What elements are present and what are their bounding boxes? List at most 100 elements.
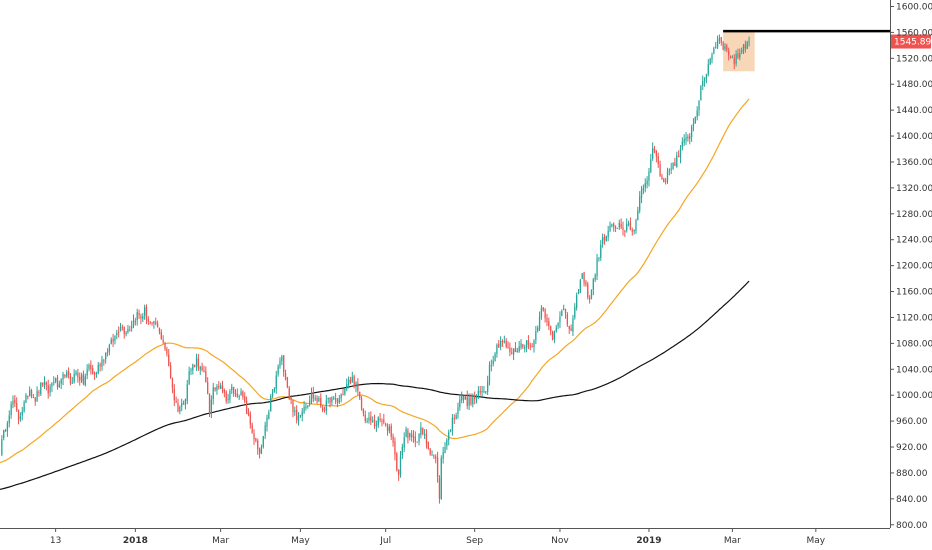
candle-up bbox=[594, 275, 596, 280]
candle-up bbox=[446, 439, 448, 446]
ma-slow-line bbox=[0, 280, 750, 490]
candle-down bbox=[412, 435, 415, 438]
candle-down bbox=[32, 397, 35, 399]
candle-up bbox=[199, 366, 201, 370]
candle-up bbox=[192, 364, 194, 371]
candle-up bbox=[105, 352, 107, 360]
candle-down bbox=[82, 374, 85, 384]
candle-up bbox=[499, 340, 502, 347]
candle-down bbox=[501, 340, 504, 343]
candle-down bbox=[236, 393, 238, 397]
candle-up bbox=[268, 412, 270, 419]
candle-up bbox=[318, 398, 320, 402]
candle-up bbox=[735, 54, 737, 64]
candle-down bbox=[106, 351, 109, 353]
candle-down bbox=[329, 397, 331, 403]
candle-up bbox=[444, 446, 446, 454]
candle-up bbox=[676, 155, 678, 167]
candle-up bbox=[700, 86, 702, 101]
candle-down bbox=[77, 373, 79, 378]
candle-up bbox=[136, 312, 138, 321]
candle-down bbox=[349, 379, 352, 383]
candle-down bbox=[312, 392, 315, 399]
candle-down bbox=[631, 230, 633, 232]
candle-down bbox=[427, 442, 429, 450]
time-tick-label: Sep bbox=[466, 536, 483, 546]
candle-up bbox=[690, 126, 693, 137]
candle-down bbox=[283, 355, 285, 373]
candle-up bbox=[388, 426, 391, 432]
price-tick-label: 1520.00 bbox=[896, 54, 932, 64]
price-scale-pane bbox=[890, 0, 932, 550]
candle-up bbox=[692, 123, 695, 127]
candle-down bbox=[156, 323, 159, 327]
price-tick-label: 1480.00 bbox=[896, 80, 932, 90]
candle-down bbox=[425, 434, 428, 444]
price-tick-label: 1400.00 bbox=[896, 132, 932, 142]
price-tick-label: 1280.00 bbox=[896, 210, 932, 220]
candle-down bbox=[720, 37, 722, 43]
candle-down bbox=[208, 393, 211, 415]
candle-up bbox=[260, 446, 263, 454]
candle-up bbox=[572, 318, 574, 332]
candle-up bbox=[703, 77, 706, 82]
candle-down bbox=[587, 283, 589, 298]
candle-up bbox=[212, 387, 214, 400]
candle-down bbox=[232, 386, 235, 394]
candle-down bbox=[737, 53, 739, 58]
candle-down bbox=[385, 423, 387, 425]
price-tick-label: 1080.00 bbox=[896, 339, 932, 349]
candle-down bbox=[531, 346, 533, 348]
candle-up bbox=[405, 429, 407, 438]
candle-up bbox=[579, 279, 582, 293]
candle-up bbox=[299, 415, 302, 417]
candle-up bbox=[188, 371, 190, 384]
candle-up bbox=[748, 41, 750, 43]
candle-down bbox=[677, 155, 680, 157]
candle-down bbox=[64, 374, 66, 377]
price-tick-label: 1200.00 bbox=[896, 262, 932, 272]
candle-down bbox=[479, 391, 481, 393]
candle-down bbox=[433, 455, 435, 457]
candle-up bbox=[609, 225, 611, 232]
candle-up bbox=[190, 369, 192, 371]
candle-up bbox=[325, 400, 327, 412]
candle-up bbox=[114, 335, 116, 341]
candle-down bbox=[255, 438, 257, 441]
candle-up bbox=[54, 378, 57, 382]
candle-down bbox=[396, 453, 398, 471]
candle-up bbox=[679, 148, 682, 158]
candle-up bbox=[644, 183, 646, 188]
candle-down bbox=[16, 402, 18, 410]
candle-down bbox=[498, 343, 500, 348]
candle-up bbox=[646, 180, 648, 185]
candle-down bbox=[134, 321, 137, 323]
candle-down bbox=[67, 371, 70, 376]
candle-down bbox=[207, 382, 209, 394]
candle-up bbox=[685, 137, 687, 141]
candle-down bbox=[147, 319, 149, 322]
candle-up bbox=[538, 317, 541, 329]
candle-up bbox=[184, 399, 187, 405]
candle-down bbox=[548, 321, 550, 327]
candle-up bbox=[132, 320, 135, 327]
candle-up bbox=[305, 406, 307, 408]
candle-down bbox=[38, 392, 40, 394]
candle-up bbox=[344, 388, 346, 395]
candle-down bbox=[151, 322, 153, 324]
candle-up bbox=[130, 326, 133, 329]
candle-up bbox=[310, 393, 313, 402]
candle-up bbox=[642, 187, 645, 191]
candle-down bbox=[194, 364, 196, 367]
price-tick-label: 960.00 bbox=[896, 417, 928, 427]
candle-up bbox=[557, 323, 559, 327]
candle-up bbox=[153, 321, 155, 324]
candle-down bbox=[373, 420, 376, 427]
candle-down bbox=[462, 395, 465, 400]
candle-down bbox=[383, 419, 385, 423]
candle-up bbox=[262, 436, 264, 447]
candle-down bbox=[288, 387, 290, 398]
